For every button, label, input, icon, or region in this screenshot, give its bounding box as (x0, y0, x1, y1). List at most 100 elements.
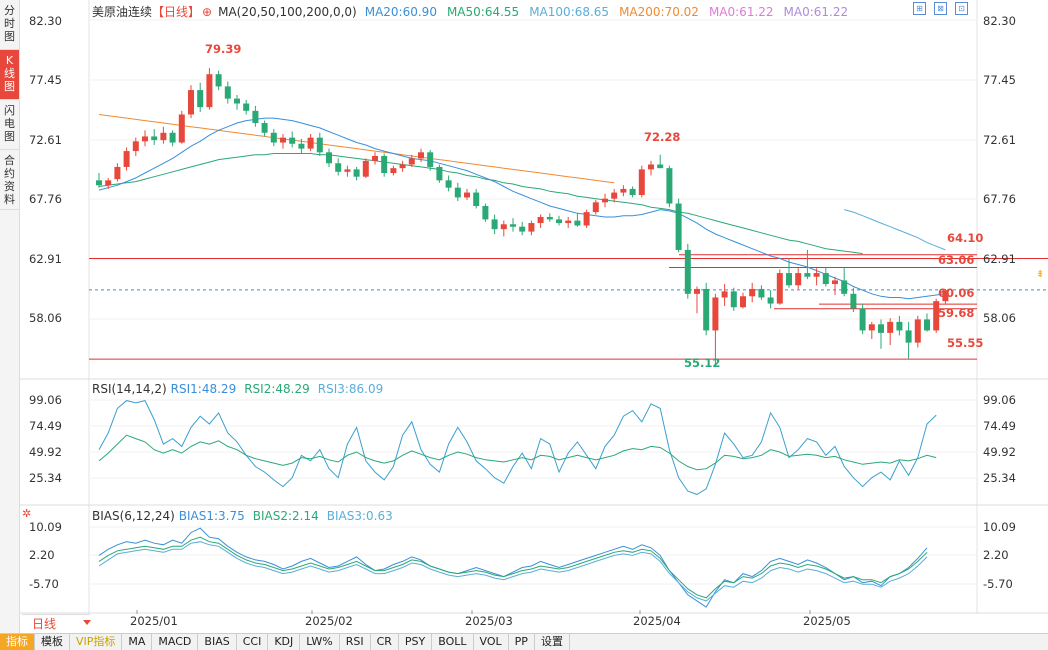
price-tick: 62.91 (29, 252, 62, 266)
candle-body (464, 192, 470, 198)
candle-body (813, 273, 820, 277)
tab-psy[interactable]: PSY (399, 634, 433, 650)
price-tick: 58.06 (29, 311, 62, 325)
bias-settings-icon[interactable]: ✲ (22, 507, 32, 520)
sidebar-item-contract-info[interactable]: 合约资料 (0, 150, 19, 210)
maximize-icon[interactable]: ⊡ (955, 2, 968, 15)
tab-ma[interactable]: MA (122, 634, 153, 650)
high-annotation: 79.39 (205, 42, 242, 56)
candle-body (381, 155, 388, 174)
candle-body (261, 123, 268, 133)
level-label: 55.55 (947, 336, 984, 350)
candle-body (289, 137, 296, 144)
ma200-line (98, 114, 615, 184)
candle-body (684, 249, 691, 294)
candle-body (436, 166, 443, 181)
tab-kdj[interactable]: KDJ (268, 634, 301, 650)
indicator-tab-bar: 指标 模板 VIP指标 MA MACD BIAS CCI KDJ LW% RSI… (0, 633, 1048, 650)
ma100-line (844, 209, 946, 251)
rsi-def: RSI(14,14,2) (92, 382, 167, 396)
tab-settings[interactable]: 设置 (535, 634, 570, 650)
candle-body (169, 132, 176, 143)
candle-body (206, 74, 213, 108)
candle-body (473, 192, 480, 206)
tab-cci[interactable]: CCI (237, 634, 269, 650)
candle-body (675, 203, 682, 250)
price-tick: 72.61 (29, 133, 62, 147)
candle-body (491, 219, 498, 230)
bias-line-1 (98, 527, 928, 608)
tab-vip-indicators[interactable]: VIP指标 (70, 634, 123, 650)
level-label: 59.68 (938, 306, 975, 320)
price-tick: 72.61 (983, 133, 1016, 147)
bias-line-3 (98, 541, 928, 602)
candle-body (859, 308, 866, 331)
candle-body (234, 98, 240, 104)
candle-body (841, 280, 848, 294)
tab-boll[interactable]: BOLL (432, 634, 474, 650)
tab-pp[interactable]: PP (509, 634, 535, 650)
ma0a-value: MA0:61.22 (708, 5, 774, 19)
candle-body (758, 288, 765, 298)
candle-body (243, 103, 250, 111)
tab-rsi[interactable]: RSI (340, 634, 371, 650)
tab-cr[interactable]: CR (371, 634, 399, 650)
price-tick: 67.76 (983, 192, 1016, 206)
candle-body (565, 220, 572, 224)
candle-body (583, 212, 590, 226)
price-tick: 82.30 (29, 14, 62, 28)
sidebar-item-timeshare[interactable]: 分时图 (0, 0, 19, 50)
tab-bias[interactable]: BIAS (198, 634, 237, 650)
settings-icon[interactable]: ⊕ (202, 5, 213, 19)
candle-body (850, 293, 857, 309)
level-label: 63.06 (938, 253, 975, 267)
sidebar-item-flash[interactable]: 闪电图 (0, 100, 19, 150)
chevron-down-icon (83, 620, 91, 625)
candle-body (592, 202, 599, 213)
candle-body (914, 319, 921, 343)
ma200-value: MA200:70.02 (619, 5, 699, 19)
sidebar-item-kline[interactable]: K线图 (0, 50, 19, 100)
candle-body (188, 90, 194, 115)
bias-tick: -5.70 (983, 577, 1013, 591)
bias-legend: BIAS(6,12,24) BIAS1:3.75 BIAS2:2.14 BIAS3:0… (92, 509, 399, 523)
candle-body (905, 330, 912, 343)
kline-chart[interactable] (19, 0, 1048, 634)
tab-lw[interactable]: LW% (300, 634, 340, 650)
bias-tick: 10.09 (29, 520, 62, 534)
candle-body (694, 288, 700, 294)
candle-body (362, 160, 369, 177)
tab-templates[interactable]: 模板 (35, 634, 70, 650)
candle-body (868, 324, 875, 331)
candle-body (215, 74, 222, 87)
date-tick: 2025/02 (305, 614, 353, 628)
ma-def: MA(20,50,100,200,0,0) (218, 5, 357, 19)
candle-body (335, 163, 342, 172)
candle-body (602, 198, 608, 203)
tab-vol[interactable]: VOL (474, 634, 509, 650)
bias2-value: BIAS2:2.14 (252, 509, 319, 523)
expand-icon[interactable]: ⊞ (913, 2, 926, 15)
period-select[interactable]: 日线 (22, 614, 90, 632)
bias-tick: -5.70 (29, 577, 59, 591)
candle-body (197, 90, 204, 108)
candle-body (804, 273, 811, 277)
candle-body (326, 152, 332, 164)
candle-body (399, 164, 406, 169)
candle-body (344, 169, 351, 172)
candle-body (712, 297, 719, 331)
candle-body (933, 301, 940, 331)
rsi3-value: RSI3:86.09 (317, 382, 384, 396)
candle-body (390, 168, 397, 174)
candle-body (786, 273, 792, 286)
tab-indicators[interactable]: 指标 (0, 634, 35, 650)
ma20-value: MA20:60.90 (364, 5, 437, 19)
candle-body (519, 226, 526, 232)
bias3-value: BIAS3:0.63 (326, 509, 393, 523)
crosshair-icon[interactable]: ⊠ (934, 2, 947, 15)
rsi-tick: 99.06 (29, 393, 62, 407)
candle-body (132, 141, 139, 152)
candle-body (454, 187, 461, 198)
tab-macd[interactable]: MACD (152, 634, 199, 650)
candle-body (408, 158, 415, 165)
